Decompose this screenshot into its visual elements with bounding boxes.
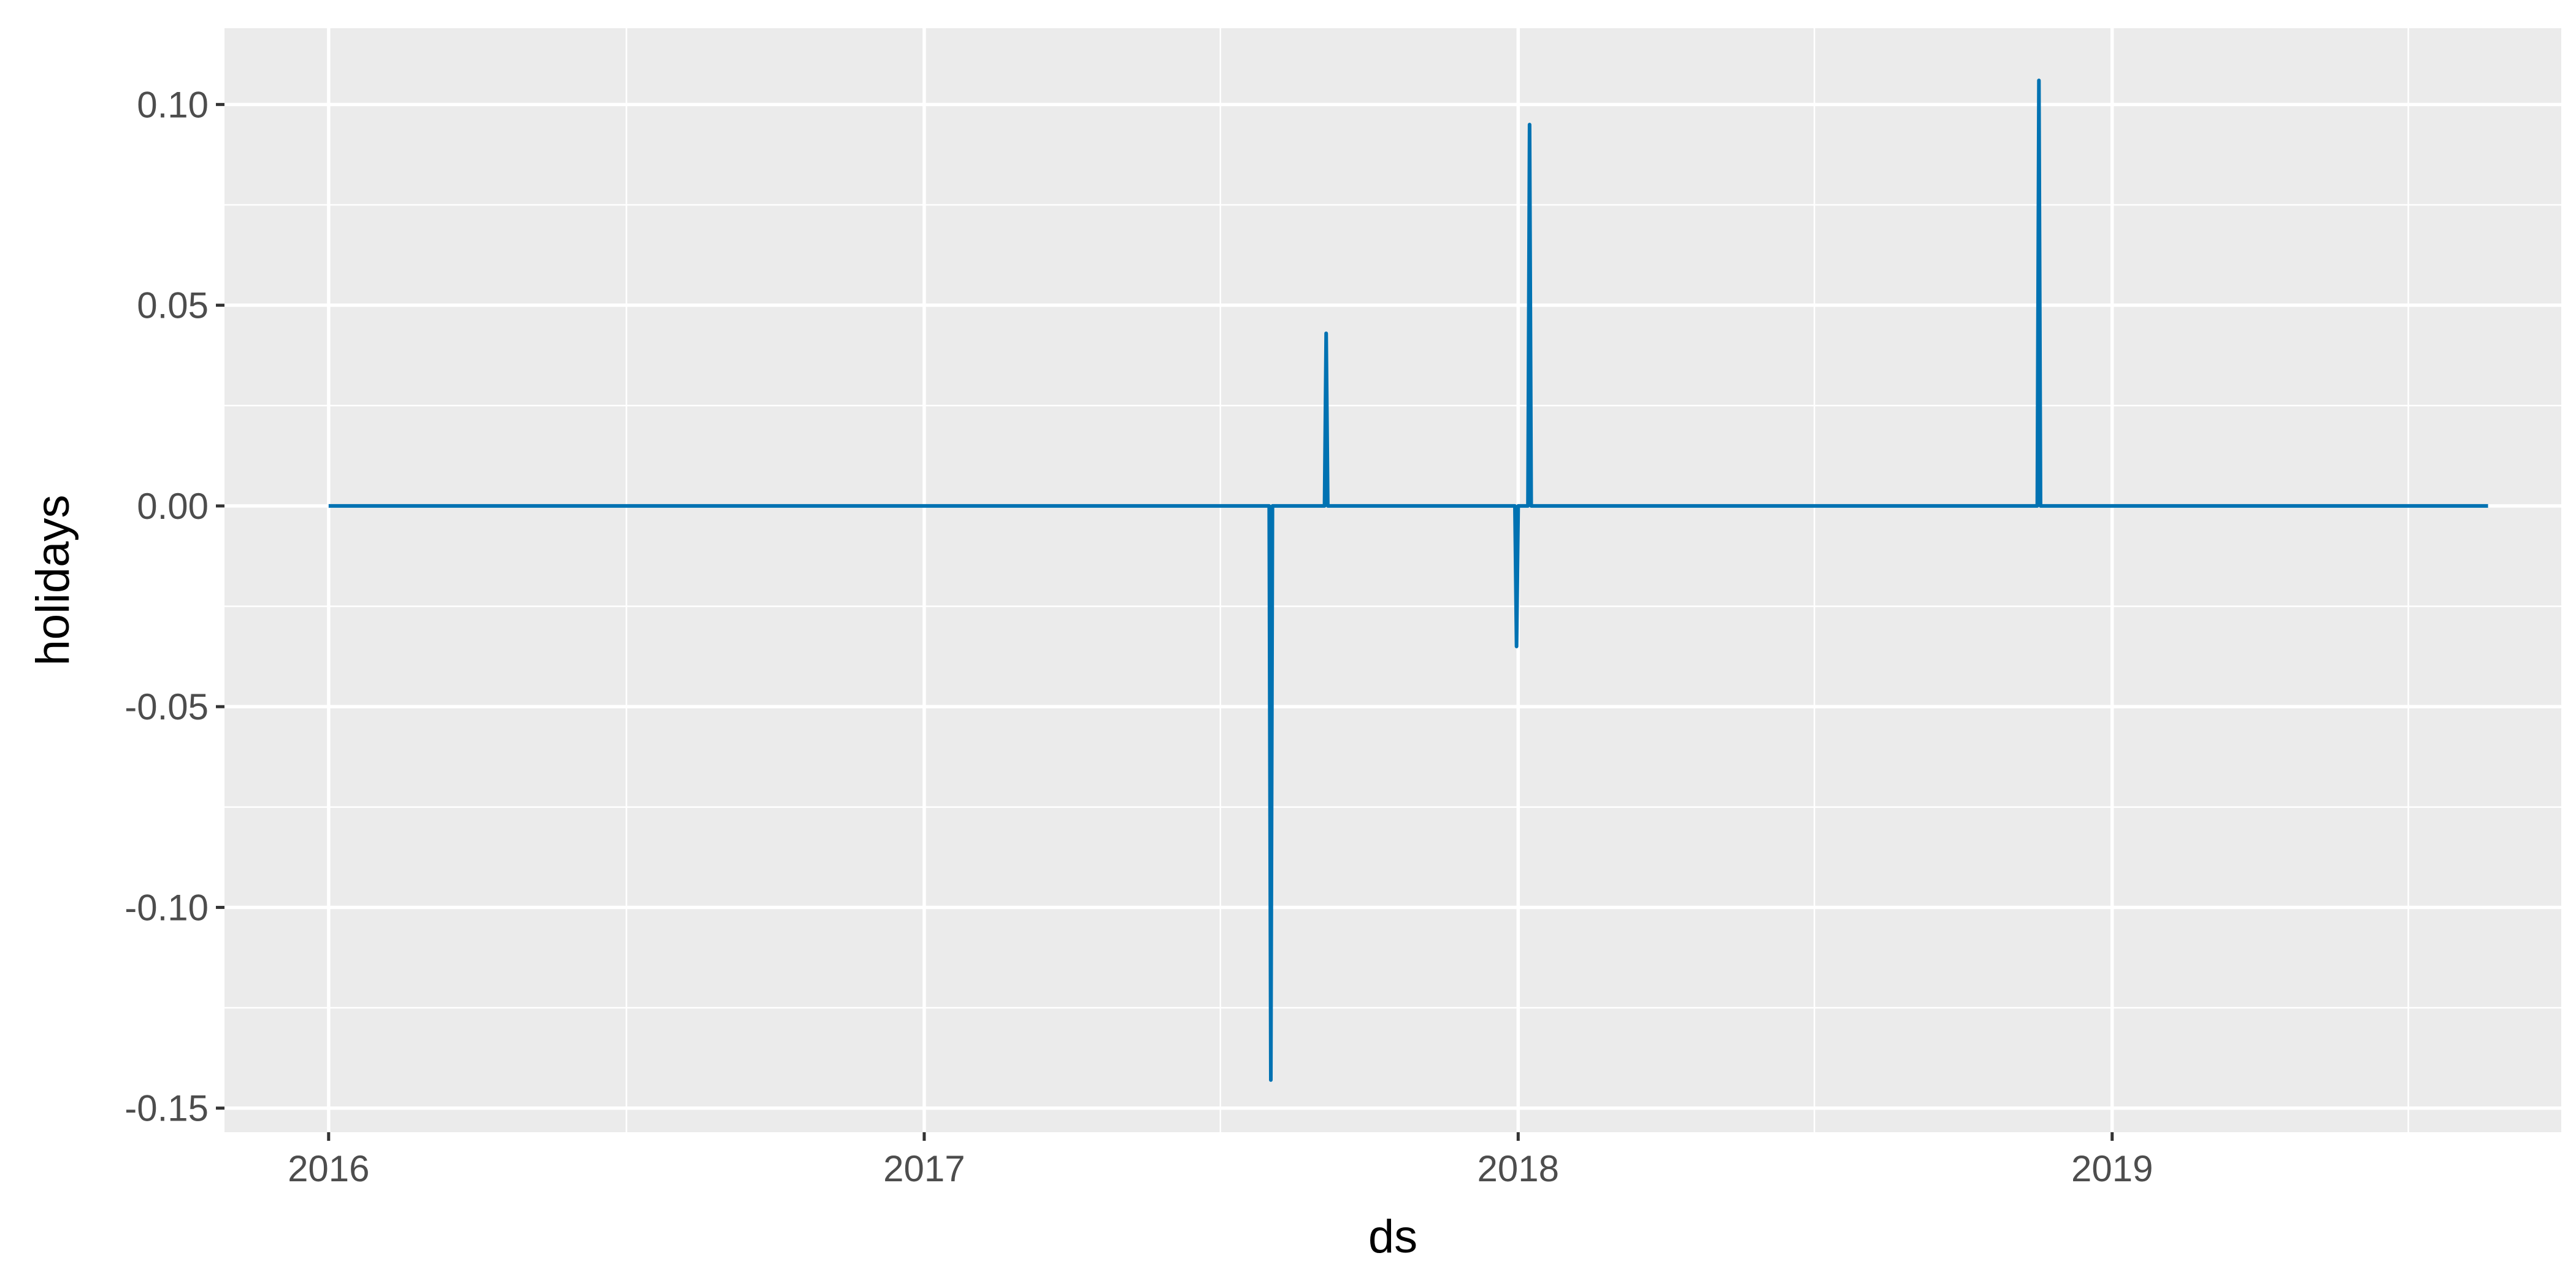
y-tick-label: -0.10 <box>125 887 209 928</box>
y-tick-label: 0.00 <box>137 486 209 527</box>
minor-gridlines <box>224 28 2561 1132</box>
x-axis-title: ds <box>1368 1211 1417 1263</box>
plot-panel <box>224 28 2561 1132</box>
y-axis: -0.15 -0.10 -0.05 0.00 0.05 0.10 <box>125 84 224 1129</box>
series-layer <box>328 79 2488 1082</box>
y-tick-label: 0.10 <box>137 84 209 125</box>
x-tick-label: 2016 <box>288 1148 369 1189</box>
x-tick-label: 2017 <box>883 1148 965 1189</box>
y-tick-label: -0.05 <box>125 686 209 727</box>
y-axis-title: holidays <box>27 495 79 666</box>
x-tick-label: 2018 <box>1478 1148 1559 1189</box>
y-tick-label: -0.15 <box>125 1088 209 1129</box>
x-axis: 2016 2017 2018 2019 <box>288 1132 2153 1189</box>
major-gridlines <box>224 28 2561 1132</box>
series-line <box>328 79 2488 1082</box>
y-tick-label: 0.05 <box>137 285 209 326</box>
x-tick-label: 2019 <box>2071 1148 2153 1189</box>
